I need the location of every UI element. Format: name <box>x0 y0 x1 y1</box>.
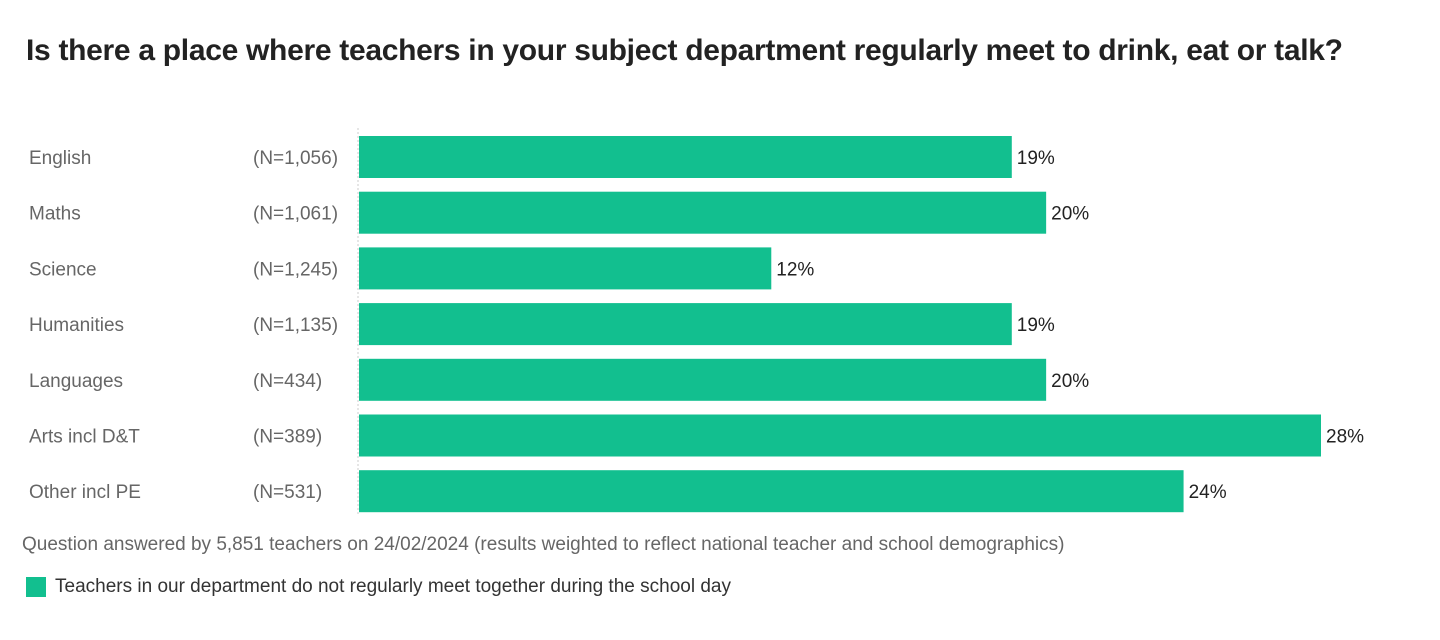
legend-swatch <box>26 577 46 597</box>
value-label: 19% <box>1017 148 1055 169</box>
category-label: Humanities <box>29 315 124 336</box>
bar <box>359 358 1047 401</box>
bar <box>359 303 1012 346</box>
bar <box>359 414 1321 457</box>
legend: Teachers in our department do not regula… <box>26 576 731 598</box>
category-label: Arts incl D&T <box>29 427 140 448</box>
value-label: 20% <box>1051 204 1089 225</box>
category-label: English <box>29 148 91 169</box>
sample-size-label: (N=389) <box>253 427 322 448</box>
category-label: Science <box>29 259 97 280</box>
bar <box>359 470 1184 513</box>
value-label: 24% <box>1189 482 1227 503</box>
legend-label: Teachers in our department do not regula… <box>55 576 731 597</box>
category-label: Other incl PE <box>29 482 141 503</box>
sample-size-label: (N=531) <box>253 482 322 503</box>
bar <box>359 191 1047 234</box>
value-label: 19% <box>1017 315 1055 336</box>
sample-size-label: (N=1,056) <box>253 148 338 169</box>
sample-size-label: (N=1,061) <box>253 204 338 225</box>
chart-title: Is there a place where teachers in your … <box>26 34 1343 67</box>
sample-size-label: (N=1,135) <box>253 315 338 336</box>
value-label: 28% <box>1326 427 1364 448</box>
category-label: Languages <box>29 371 123 392</box>
sample-size-label: (N=434) <box>253 371 322 392</box>
bar <box>359 136 1012 178</box>
value-label: 12% <box>776 259 814 280</box>
value-label: 20% <box>1051 371 1089 392</box>
bar <box>359 247 772 290</box>
chart-note: Question answered by 5,851 teachers on 2… <box>22 534 1065 555</box>
sample-size-label: (N=1,245) <box>253 259 338 280</box>
category-label: Maths <box>29 204 81 225</box>
